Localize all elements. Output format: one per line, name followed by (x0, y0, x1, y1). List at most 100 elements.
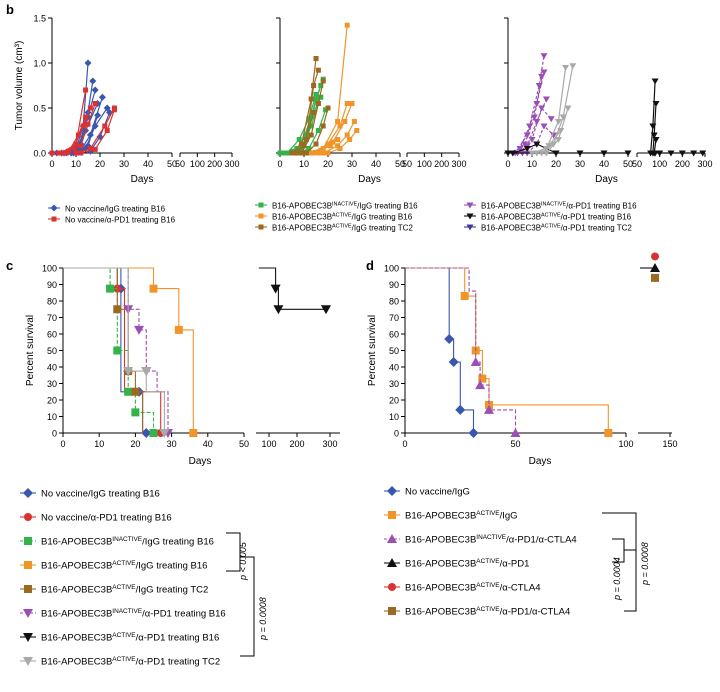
legend-label: B16-APOBEC3BACTIVE/α-PD1 (405, 558, 529, 569)
data-point (73, 141, 79, 147)
series-orange (301, 22, 360, 156)
x-axis-label: Days (358, 174, 381, 185)
series-purple (405, 267, 521, 437)
data-point (656, 150, 664, 157)
pvalue-brackets-d (602, 512, 637, 612)
data-point (349, 101, 355, 106)
legend-marker (466, 213, 474, 220)
survival-marker (475, 380, 486, 390)
legend-item: B16-APOBEC3BACTIVE/α-PD1/α-CTLA4 (384, 606, 570, 618)
legend-item: B16-APOBEC3BINACTIVE/IgG treating B16 (255, 202, 418, 211)
data-point (87, 146, 93, 151)
x-tick-label: 20 (130, 439, 140, 449)
legend-marker (387, 534, 397, 543)
y-tick-label: 80 (47, 297, 57, 307)
pvalue-brackets-c (226, 532, 255, 657)
data-point (650, 132, 658, 139)
legend-marker (466, 202, 474, 209)
legend-item: B16-APOBEC3BACTIVE/IgG treating TC2 (20, 584, 208, 596)
series-brown (289, 56, 331, 156)
legend-marker (466, 224, 474, 231)
series-red (49, 87, 117, 156)
series-line (291, 58, 317, 154)
legend-label: B16-APOBEC3BINACTIVE/α-PD1 treating B16 (481, 202, 637, 211)
x-axis-label: Days (529, 456, 552, 467)
legend-marker (24, 537, 32, 545)
y-tick-label: 60 (389, 330, 399, 340)
x-tick-label: 100 (261, 439, 276, 449)
legend-marker (387, 486, 397, 496)
x-tick-label: 0 (277, 159, 282, 169)
x-tick-label: 300 (322, 439, 337, 449)
data-point (318, 147, 324, 153)
data-point (315, 150, 321, 156)
x-tick-label: 20 (323, 159, 333, 169)
x-tick-label: 0 (60, 439, 65, 449)
y-tick-label: 60 (47, 330, 57, 340)
survival-marker (651, 273, 659, 282)
survival-marker (141, 428, 152, 438)
series-blue (405, 267, 479, 438)
legend-item: B16-APOBEC3BACTIVE/α-PD1 (384, 558, 529, 570)
series-orange (63, 267, 198, 437)
survival-marker (650, 263, 660, 272)
survival-marker (273, 305, 284, 315)
legend-item: B16-APOBEC3BACTIVE/α-PD1 treating B16 (20, 632, 219, 644)
data-point (509, 150, 517, 157)
survival-marker (478, 374, 487, 383)
data-point (652, 137, 660, 143)
legend-item: B16-APOBEC3BINACTIVE/IgG treating B16 (20, 536, 214, 548)
survival-curve (258, 267, 326, 310)
legend-marker (24, 513, 32, 521)
data-point (318, 94, 324, 100)
series-line (286, 94, 317, 154)
y-tick-label: 1.0 (33, 59, 46, 69)
data-point (73, 150, 79, 156)
x-tick-label: 40 (599, 159, 609, 169)
survival-marker (149, 429, 158, 437)
series-line (305, 107, 329, 154)
data-point (678, 150, 686, 157)
legend-label: B16-APOBEC3BACTIVE/IgG (405, 510, 518, 521)
data-point (533, 119, 541, 125)
x-tick-label: 0 (505, 159, 510, 169)
x-tick-label: 100 (652, 159, 667, 169)
legend-label: No vaccine/IgG (405, 487, 470, 498)
survival-marker (131, 387, 140, 396)
data-point (554, 119, 562, 125)
legend-label: No vaccine/IgG treating B16 (41, 489, 160, 500)
legend-item: No vaccine/IgG treating B16 (20, 488, 160, 500)
series-line (521, 106, 552, 154)
data-point (564, 105, 572, 112)
survival-curve (63, 267, 194, 433)
series-brown (651, 273, 659, 282)
data-point (313, 92, 319, 97)
x-tick-label: 30 (347, 159, 357, 169)
legend-item: No vaccine/IgG (384, 486, 470, 498)
survival-curve (405, 267, 609, 433)
y-tick-label: 20 (47, 396, 57, 406)
data-point (320, 123, 326, 129)
survival-marker (604, 429, 613, 437)
legend-marker (24, 585, 32, 593)
data-point (315, 128, 321, 133)
x-tick-label: 300 (224, 159, 239, 169)
legend-label: B16-APOBEC3BACTIVE/α-PD1 treating B16 (481, 213, 632, 222)
legend-label: No vaccine/α-PD1 treating B16 (65, 216, 176, 225)
x-tick-label: 100 (618, 439, 633, 449)
data-point (75, 132, 81, 138)
data-point (651, 78, 659, 85)
y-tick-label: 10 (47, 412, 57, 422)
legend-label: B16-APOBEC3BACTIVE/IgG treating TC2 (41, 584, 208, 595)
y-tick-label: 70 (47, 313, 57, 323)
y-tick-label: 40 (389, 363, 399, 373)
survival-marker (124, 387, 133, 396)
data-point (277, 150, 283, 156)
x-tick-label: 50 (632, 159, 642, 169)
data-point (102, 123, 108, 129)
data-point (540, 69, 548, 76)
x-tick-label: 40 (143, 159, 153, 169)
series-line (327, 130, 358, 154)
legend-item: No vaccine/α-PD1 treating B16 (20, 513, 172, 524)
